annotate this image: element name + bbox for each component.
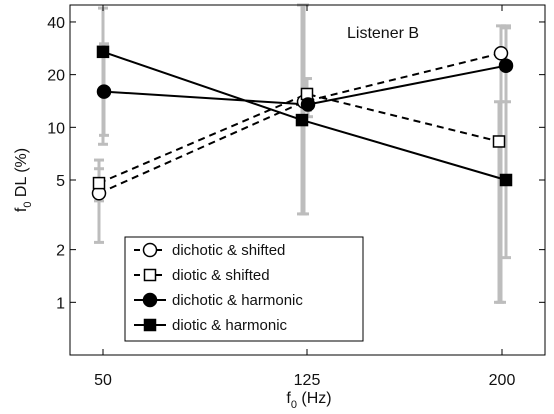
- data-point-marker: [96, 45, 110, 59]
- legend-marker: [142, 242, 158, 258]
- x-tick-label: 50: [94, 372, 112, 389]
- y-axis-label-main: f: [13, 207, 30, 212]
- y-axis-label-sub: 0: [22, 202, 34, 208]
- y-tick-label: 20: [47, 68, 65, 85]
- data-point-marker: [493, 46, 509, 61]
- legend-label-2: diotic & shifted: [172, 267, 270, 284]
- y-axis-label-rest: DL (%): [13, 148, 30, 202]
- legend-label-3: dichotic & harmonic: [172, 292, 303, 309]
- x-axis-label-rest: (Hz): [297, 390, 332, 407]
- legend-marker: [143, 318, 157, 332]
- y-tick-label: 1: [56, 295, 65, 312]
- y-axis-label: f0 DL (%): [13, 148, 34, 212]
- y-tick-label: 40: [47, 15, 65, 32]
- legend-marker: [142, 292, 158, 308]
- x-axis-label-main: f: [286, 390, 291, 407]
- legend-label-4: diotic & harmonic: [172, 317, 288, 334]
- legend-marker: [143, 268, 157, 282]
- x-tick-label: 125: [294, 372, 321, 389]
- data-point-marker: [300, 97, 316, 112]
- data-point-marker: [498, 58, 514, 73]
- series-markers: [91, 45, 514, 201]
- x-axis-label-sub: 0: [291, 399, 297, 411]
- y-tick-label: 10: [47, 120, 65, 137]
- data-point-marker: [96, 84, 112, 99]
- y-tick-label: 5: [56, 173, 65, 190]
- data-point-marker: [92, 176, 106, 190]
- x-tick-label: 200: [489, 372, 516, 389]
- data-point-marker: [492, 135, 506, 148]
- y-tick-label: 2: [56, 243, 65, 260]
- legend: dichotic & shifted diotic & shifted dich…: [124, 236, 364, 342]
- data-point-marker: [499, 173, 513, 187]
- series-line: [98, 92, 500, 185]
- x-axis-label: f0 (Hz): [286, 390, 331, 411]
- legend-symbols: [134, 242, 166, 332]
- data-point-marker: [295, 113, 309, 127]
- legend-box: [124, 236, 364, 342]
- chart-annotation: Listener B: [347, 25, 419, 42]
- series-line: [98, 52, 502, 195]
- legend-label-1: dichotic & shifted: [172, 242, 285, 259]
